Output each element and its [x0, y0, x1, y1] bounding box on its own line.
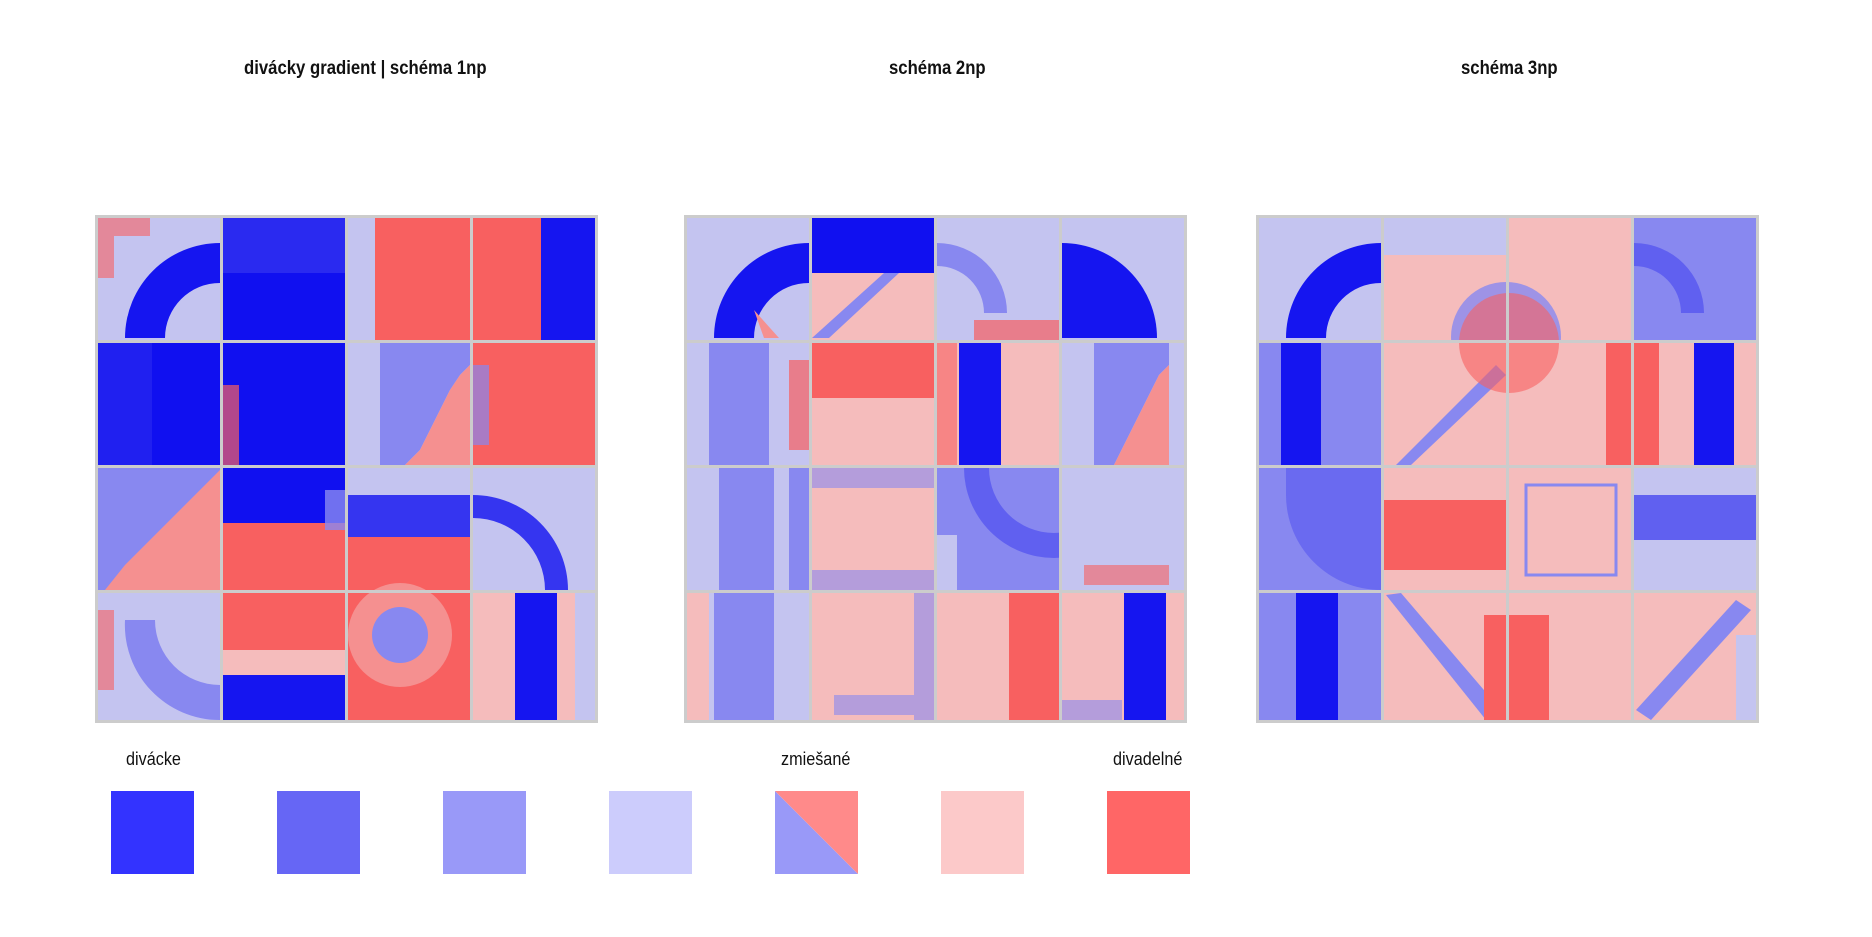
- plan1-title: divácky gradient | schéma 1np: [244, 58, 487, 79]
- plan-2np-drawing: [684, 215, 1187, 723]
- swatch-fill-1: [111, 791, 194, 874]
- plan-2np: [684, 215, 1187, 723]
- swatch-fill-6: [941, 791, 1024, 874]
- legend-swatch-7: [1107, 791, 1190, 874]
- swatch-fill-2: [277, 791, 360, 874]
- plan2-title: schéma 2np: [889, 58, 986, 79]
- legend-label-zmiesane: zmiešané: [781, 749, 851, 769]
- legend-label-divacke: divácke: [126, 749, 181, 769]
- plan-3np: [1256, 215, 1759, 723]
- legend-swatch-3: [443, 791, 526, 874]
- plan3-title: schéma 3np: [1461, 58, 1558, 79]
- legend-swatch-6: [941, 791, 1024, 874]
- legend-swatch-mixed: [775, 791, 858, 874]
- swatch-fill-7: [1107, 791, 1190, 874]
- plan-1np: [95, 215, 598, 723]
- swatch-fill-mixed-red: [775, 791, 858, 874]
- plan-3np-drawing: [1256, 215, 1759, 723]
- legend-label-divadelne: divadelné: [1113, 749, 1183, 769]
- legend-swatch-4: [609, 791, 692, 874]
- swatch-fill-3: [443, 791, 526, 874]
- legend-swatch-2: [277, 791, 360, 874]
- legend-swatch-1: [111, 791, 194, 874]
- plan-1np-drawing: [95, 215, 598, 723]
- swatch-fill-4: [609, 791, 692, 874]
